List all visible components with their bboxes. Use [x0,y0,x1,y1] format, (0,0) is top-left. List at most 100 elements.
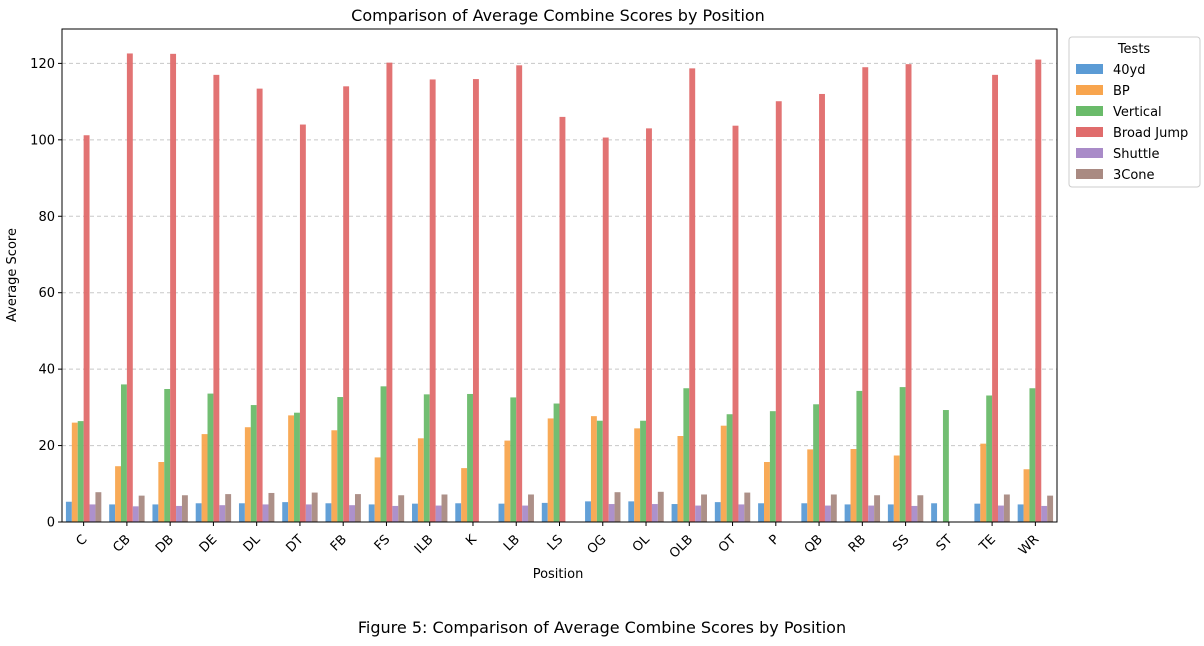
bar-OLB-broad-jump [689,68,696,523]
bar-DT-bp [288,415,295,522]
bar-OL-broad-jump [646,128,652,523]
bar-OG-40yd [585,501,591,522]
bar-OLB-vertical [683,388,690,522]
bar-OT-3cone [744,492,751,522]
bar-ILB-vertical [423,394,430,522]
y-axis: 0 20 40 60 80 100 120 [30,57,62,531]
bar-OL-vertical [640,420,647,522]
bar-OLB-3cone [701,494,707,522]
x-tick-label: C [73,532,90,549]
bar-RB-vertical [856,390,863,522]
bar-DL-vertical [250,405,257,522]
legend-swatch [1076,148,1103,158]
bar-WR-shuttle [1041,505,1048,522]
y-tick-label: 80 [38,210,55,225]
bar-DE-3cone [225,494,232,522]
bar-OL-bp [634,428,641,522]
bar-SS-shuttle [911,505,918,522]
bar-DT-vertical [294,412,300,522]
bar-ILB-shuttle [435,505,442,522]
bar-DB-bp [158,461,165,522]
x-tick-label: K [463,532,480,549]
x-tick-label: WR [1016,532,1042,558]
x-tick-label: LS [545,532,567,554]
x-tick-label: P [766,532,782,548]
legend-title: Tests [1117,42,1151,57]
bar-SS-broad-jump [905,64,912,522]
x-tick-label: FB [328,532,350,554]
bar-FB-3cone [354,494,361,522]
bar-C-3cone [95,492,102,522]
bar-ILB-bp [417,438,424,522]
bar-P-vertical [769,411,776,522]
bar-FS-broad-jump [386,62,393,522]
x-tick-label: DE [197,532,221,556]
y-tick-label: 100 [30,133,55,148]
bar-QB-vertical [813,404,820,522]
bar-ST-vertical [942,410,949,522]
bar-DT-broad-jump [299,124,306,522]
y-tick-label: 60 [38,286,55,301]
bar-TE-40yd [974,503,981,522]
bar-WR-broad-jump [1035,59,1042,523]
legend-swatch [1076,127,1103,137]
bar-QB-40yd [801,503,808,522]
bar-OLB-40yd [671,504,678,522]
bar-FB-shuttle [349,505,355,522]
x-axis: C CB DB DE DL DT FB FS ILB K LB LS OG OL OLB OT P QB RB SS S… [73,522,1042,562]
bar-OL-3cone [657,491,664,522]
bar-DB-shuttle [176,505,182,522]
bar-OL-shuttle [651,504,658,522]
bar-SS-bp [893,455,900,522]
x-tick-label: LB [501,532,523,554]
x-tick-label: CB [110,532,133,555]
bar-DL-3cone [268,492,275,522]
bar-TE-shuttle [998,505,1004,522]
bar-C-vertical [77,421,84,522]
bar-QB-broad-jump [819,93,825,522]
bar-SS-3cone [917,495,924,522]
bar-P-40yd [758,503,765,522]
bar-DT-shuttle [305,504,312,522]
x-tick-label: OT [716,532,739,555]
bar-DL-shuttle [262,504,269,522]
bar-LS-broad-jump [559,116,566,522]
bar-OT-vertical [726,414,733,522]
bar-CB-shuttle [132,506,139,522]
x-tick-label: TE [976,532,999,555]
x-tick-label: RB [846,532,869,555]
bar-P-broad-jump [775,101,782,523]
bar-C-bp [71,422,78,522]
x-tick-label: SS [890,532,912,554]
bar-DE-shuttle [219,505,226,522]
bar-RB-broad-jump [862,67,869,523]
bar-QB-3cone [830,494,837,522]
bar-OT-broad-jump [732,125,739,522]
bar-ILB-3cone [441,494,448,522]
bar-DB-40yd [152,504,159,522]
chart-title: Comparison of Average Combine Scores by … [351,6,765,25]
bar-DE-bp [201,434,208,522]
x-tick-label: QB [802,532,826,556]
x-tick-label: DL [241,532,264,555]
bar-DB-3cone [181,495,188,522]
legend-swatch [1076,64,1103,74]
bar-OT-shuttle [738,504,745,522]
bar-FB-bp [331,430,338,522]
bar-QB-bp [807,449,814,522]
bar-OG-shuttle [608,504,615,522]
bar-LB-40yd [498,503,505,522]
bar-CB-vertical [120,384,127,522]
x-tick-label: OL [630,532,653,555]
bar-FS-vertical [380,386,387,522]
bar-WR-3cone [1047,495,1054,522]
bar-ILB-40yd [412,503,418,522]
bar-DE-vertical [207,393,214,522]
y-tick-label: 20 [38,439,55,454]
bar-P-bp [764,461,770,522]
bar-CB-3cone [138,495,145,522]
bar-FS-40yd [368,504,375,522]
bar-OL-40yd [628,501,635,522]
bar-LB-broad-jump [516,65,523,522]
